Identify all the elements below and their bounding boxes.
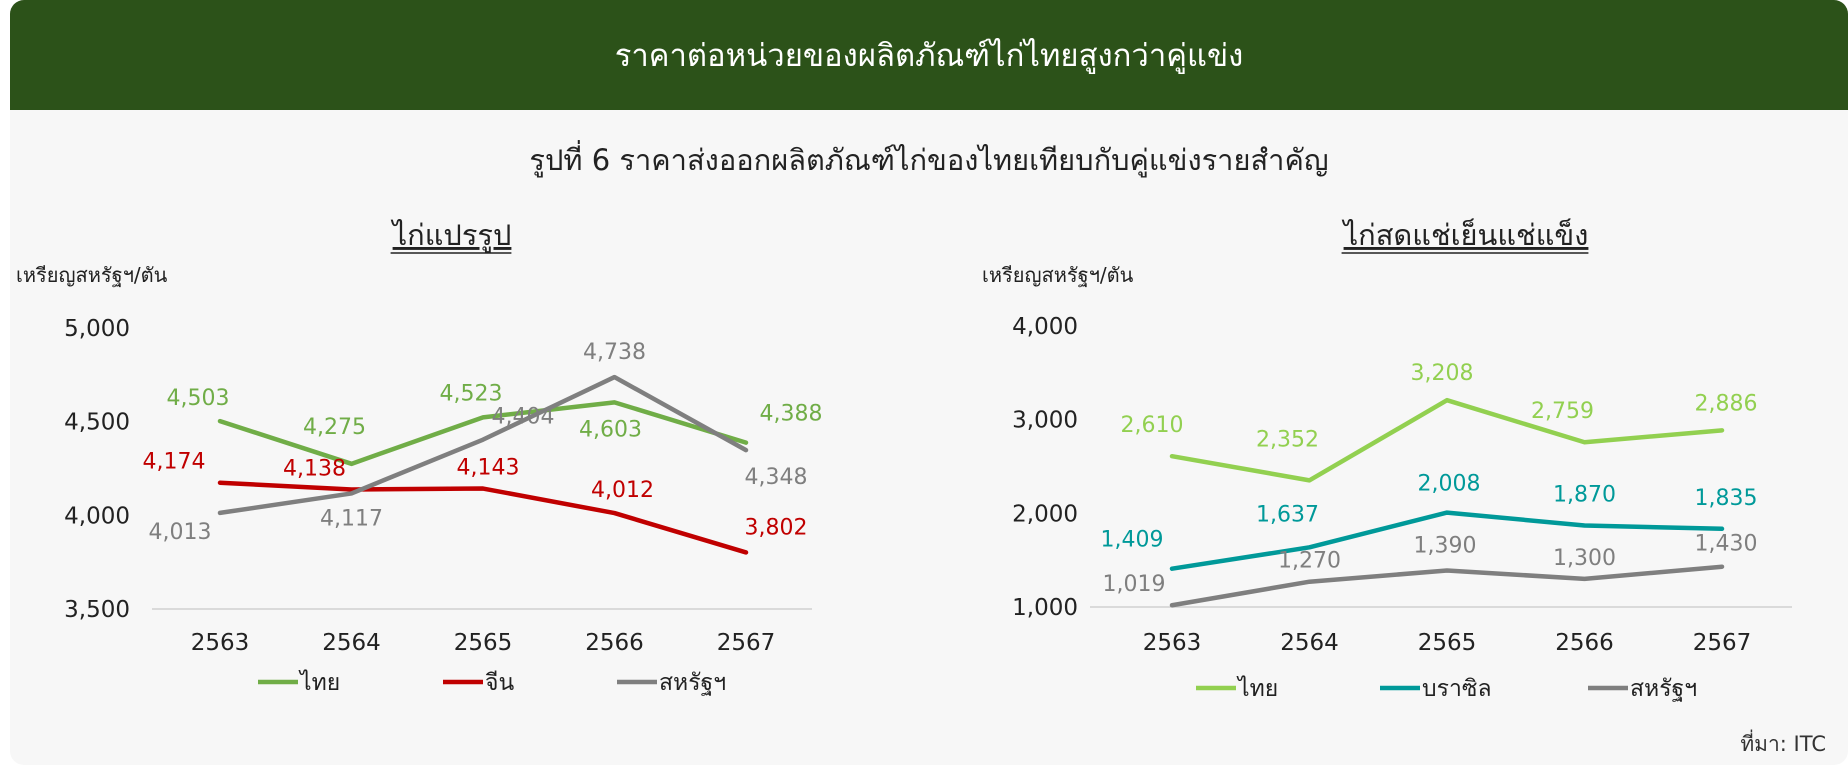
y-tick-label: 3,500 — [64, 597, 130, 623]
y-tick-label: 4,000 — [1012, 314, 1078, 340]
infographic-card: ราคาต่อหน่วยของผลิตภัณฑ์ไก่ไทยสูงกว่าคู่… — [10, 0, 1848, 765]
data-label: 4,143 — [457, 456, 520, 481]
source-note: ที่มา: ITC — [1740, 732, 1826, 756]
legend-label: ไทย — [298, 669, 340, 696]
x-tick-label: 2564 — [1280, 630, 1339, 656]
data-label: 4,013 — [149, 520, 212, 545]
data-label: 4,388 — [760, 402, 823, 427]
header-title: ราคาต่อหน่วยของผลิตภัณฑ์ไก่ไทยสูงกว่าคู่… — [614, 38, 1244, 74]
data-label: 2,759 — [1531, 399, 1594, 424]
data-label: 1,430 — [1695, 532, 1758, 557]
data-label: 1,270 — [1278, 549, 1341, 574]
series-line-3 — [217, 374, 749, 516]
y-tick-label: 4,500 — [64, 410, 130, 436]
header-banner: ราคาต่อหน่วยของผลิตภัณฑ์ไก่ไทยสูงกว่าคู่… — [10, 0, 1848, 110]
legend-label: สหรัฐฯ — [659, 670, 726, 696]
data-label: 4,503 — [167, 386, 230, 411]
chart-title: ไก่สดแช่เย็นแช่แข็ง — [1342, 217, 1589, 252]
data-label: 1,300 — [1553, 546, 1616, 571]
x-tick-label: 2563 — [1143, 630, 1202, 656]
data-label: 2,610 — [1121, 413, 1184, 438]
series-line-2 — [217, 480, 749, 555]
x-tick-label: 2563 — [191, 630, 250, 656]
data-label: 4,603 — [579, 417, 642, 442]
data-label: 4,404 — [492, 405, 555, 430]
x-tick-label: 2567 — [1693, 630, 1752, 656]
data-label: 3,208 — [1411, 361, 1474, 386]
figure-title: รูปที่ 6 ราคาส่งออกผลิตภัณฑ์ไก่ของไทยเที… — [529, 143, 1329, 177]
x-tick-label: 2566 — [585, 630, 644, 656]
y-axis-label: เหรียญสหรัฐฯ/ตัน — [16, 263, 168, 287]
data-label: 4,523 — [440, 381, 503, 406]
x-tick-label: 2567 — [717, 630, 776, 656]
data-label: 2,008 — [1418, 472, 1481, 497]
data-label: 1,835 — [1695, 486, 1758, 511]
data-label: 4,174 — [143, 450, 206, 475]
data-label: 4,348 — [745, 465, 808, 490]
chart-title: ไก่แปรรูป — [391, 218, 512, 253]
data-label: 1,390 — [1414, 533, 1477, 558]
data-label: 4,012 — [591, 478, 654, 503]
y-axis-label: เหรียญสหรัฐฯ/ตัน — [982, 263, 1134, 287]
x-tick-label: 2564 — [322, 630, 381, 656]
legend-label: สหรัฐฯ — [1630, 676, 1697, 702]
x-tick-label: 2566 — [1555, 630, 1614, 656]
data-label: 2,352 — [1256, 427, 1319, 452]
legend-label: บราซิล — [1422, 676, 1492, 702]
data-label: 1,637 — [1256, 502, 1319, 527]
y-tick-label: 1,000 — [1012, 595, 1078, 621]
data-label: 4,738 — [583, 340, 646, 365]
series-line-1 — [217, 400, 749, 467]
data-label: 3,802 — [745, 515, 808, 540]
x-tick-label: 2565 — [454, 630, 513, 656]
data-label: 1,409 — [1101, 528, 1164, 553]
legend-label: ไทย — [1236, 675, 1278, 702]
y-tick-label: 4,000 — [64, 503, 130, 529]
data-label: 2,886 — [1695, 391, 1758, 416]
data-label: 4,117 — [320, 506, 383, 531]
data-label: 1,019 — [1103, 572, 1166, 597]
data-label: 4,275 — [303, 415, 366, 440]
series-line-2 — [1169, 510, 1725, 571]
series-line-1 — [1169, 397, 1725, 483]
data-label: 4,138 — [283, 456, 346, 481]
series-line-3 — [1169, 564, 1725, 608]
y-tick-label: 2,000 — [1012, 501, 1078, 527]
data-label: 1,870 — [1553, 483, 1616, 508]
y-tick-label: 5,000 — [64, 316, 130, 342]
y-tick-label: 3,000 — [1012, 408, 1078, 434]
x-tick-label: 2565 — [1418, 630, 1477, 656]
legend-label: จีน — [485, 670, 514, 696]
